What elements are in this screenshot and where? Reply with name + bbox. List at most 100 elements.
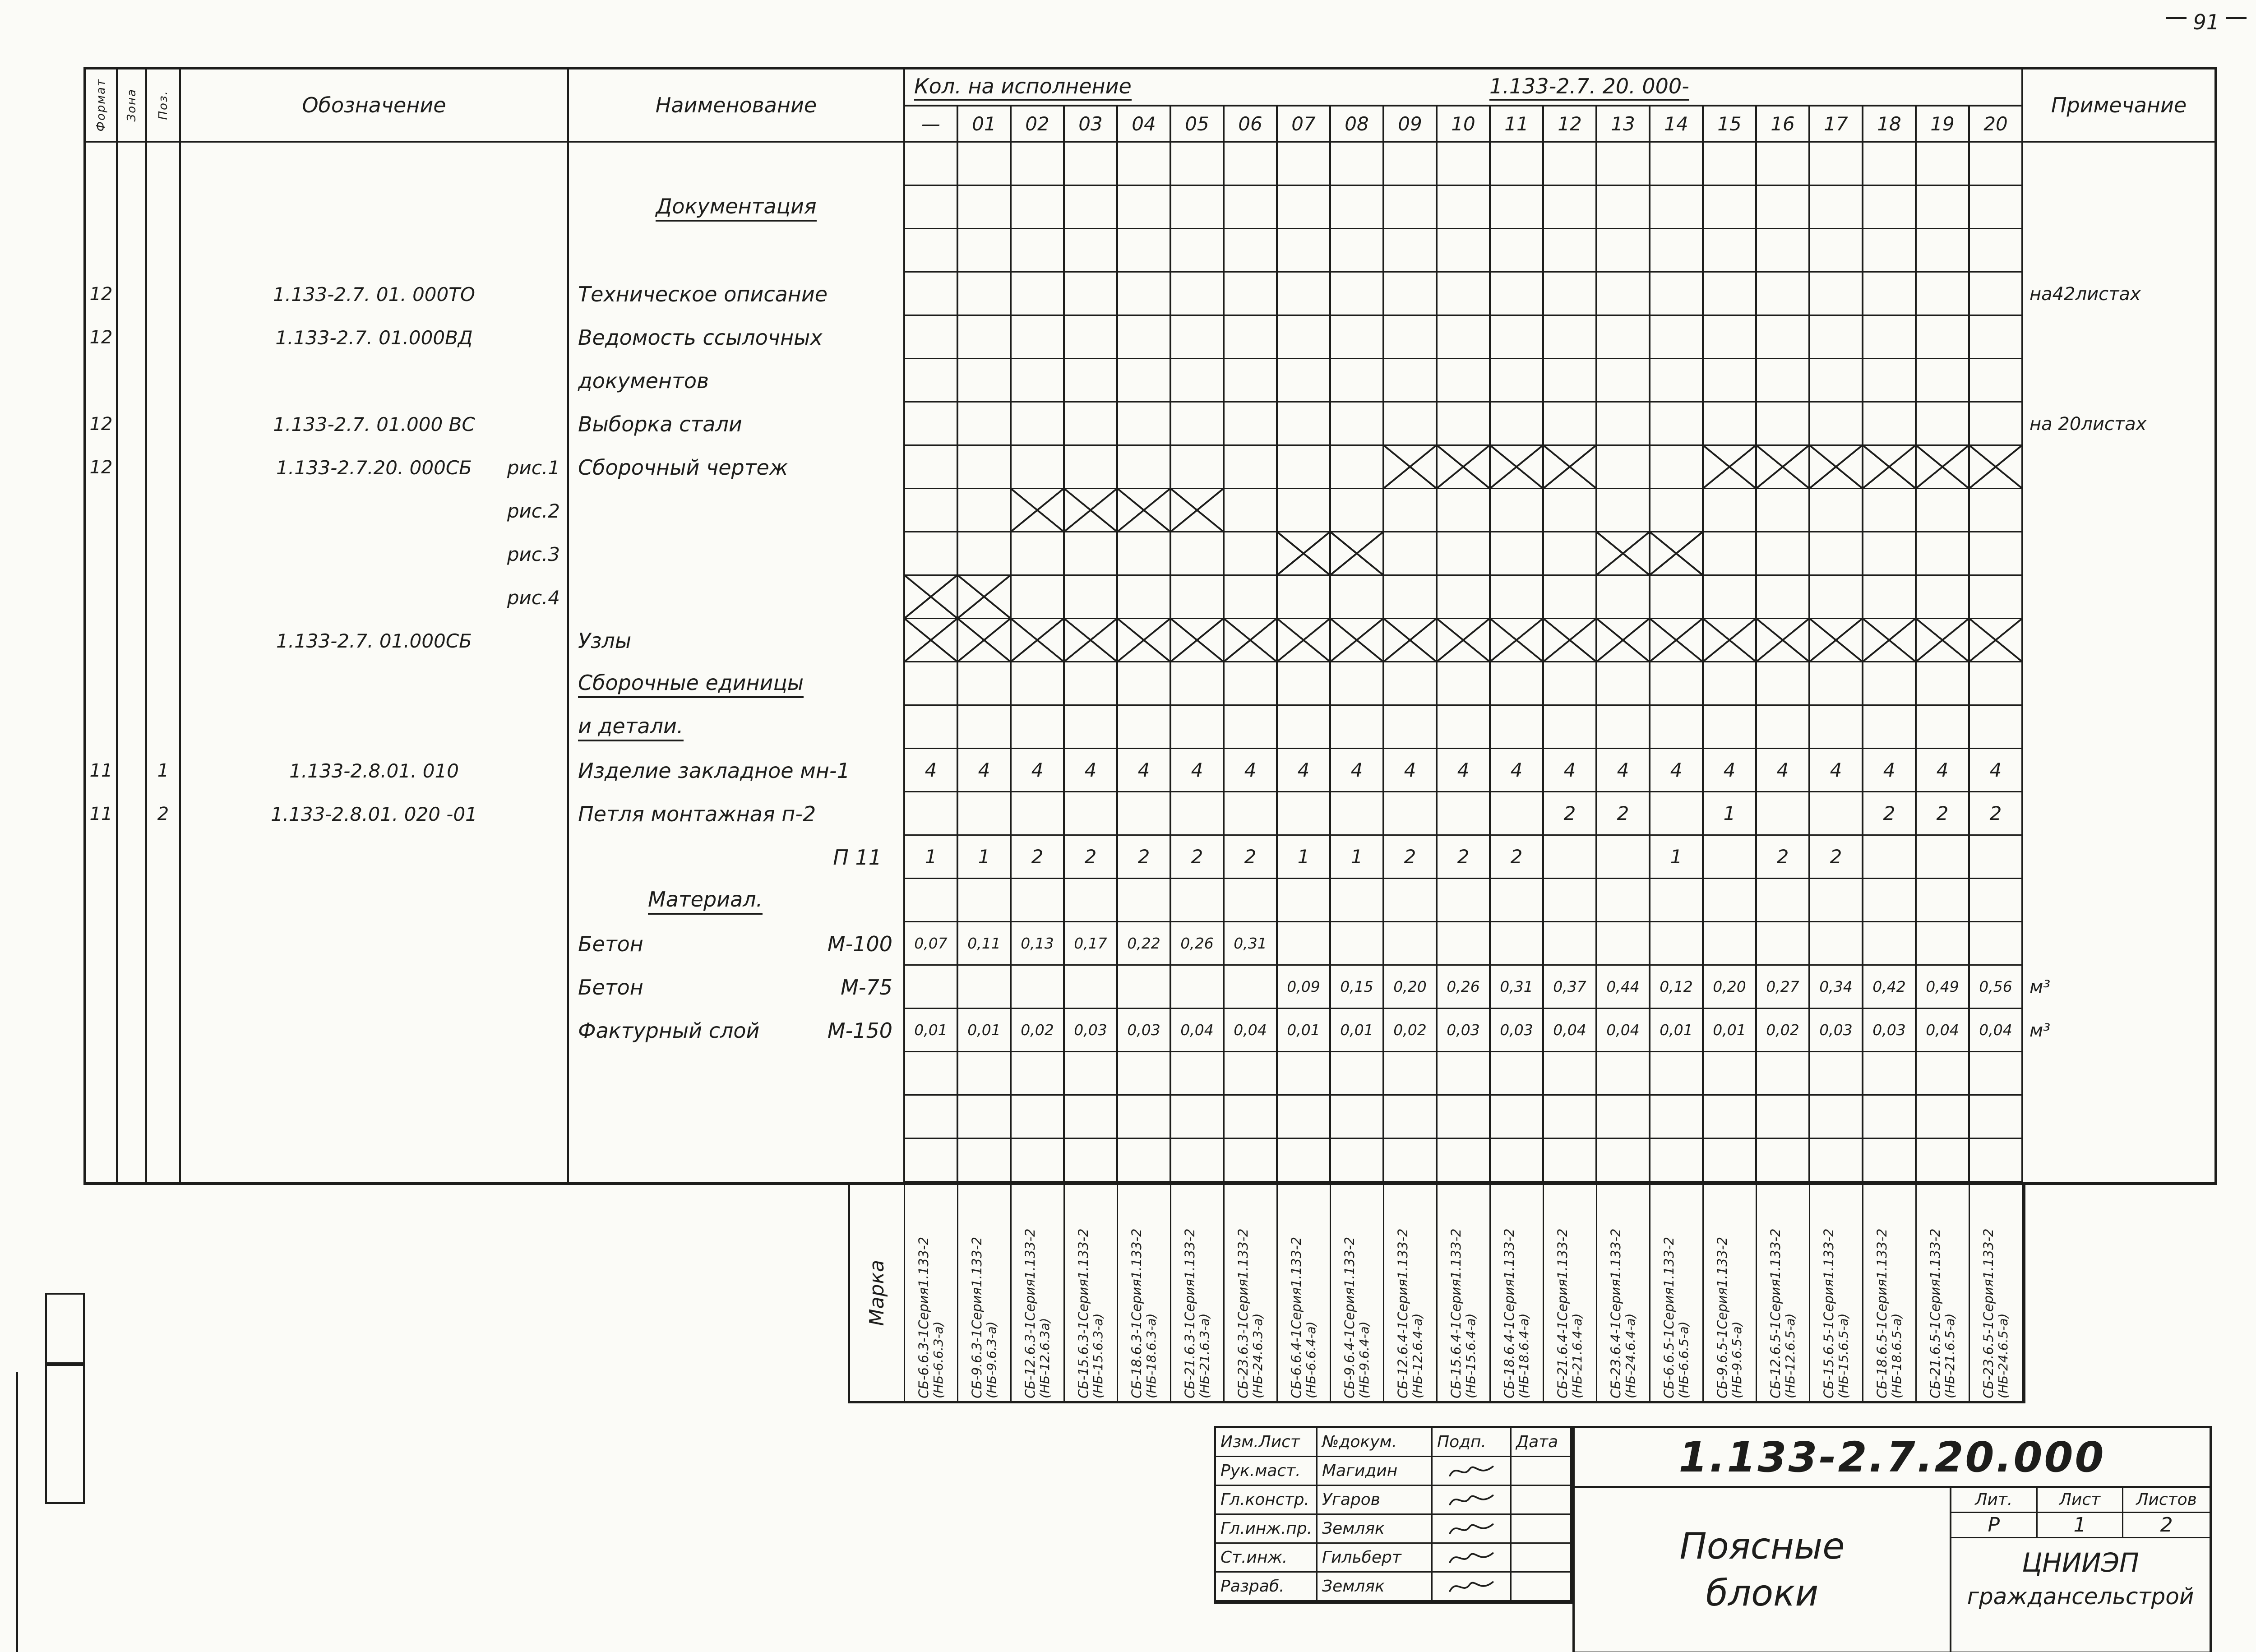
qty-cell <box>1012 186 1065 229</box>
org-name: ЦНИИЭП граждансельстрой <box>1951 1538 2210 1652</box>
name-cell <box>569 1052 905 1096</box>
zone-header-label: Зона <box>125 88 139 122</box>
qty-cell: 0,20 <box>1384 966 1438 1009</box>
x-mark-cell <box>1225 619 1278 662</box>
marka-nb-label: (НБ-24.6.4-а) <box>1623 1313 1638 1398</box>
qty-cell <box>1917 229 1970 273</box>
name-text: Материал. <box>648 887 763 915</box>
qty-cell <box>1650 273 1704 316</box>
exec-col-header: 11 <box>1491 106 1544 143</box>
x-mark-cell <box>1757 446 1810 489</box>
marka-nb-label: (НБ-24.6.5-а) <box>1996 1313 2011 1398</box>
qty-cell: 0,04 <box>1917 1009 1970 1052</box>
sig-name-cell: Гильберт <box>1318 1544 1433 1573</box>
qty-cell <box>1810 879 1863 922</box>
designation-cell <box>181 706 569 749</box>
format-cell <box>86 576 118 619</box>
qty-cell <box>958 532 1012 576</box>
qty-cell <box>1331 879 1384 922</box>
qty-cell: 0,01 <box>958 1009 1012 1052</box>
marka-cell: СБ-9.6.4-1Серия1.133-2 (НБ-9.6.4-а) <box>1331 1185 1384 1401</box>
qty-cell: 4 <box>1225 749 1278 792</box>
qty-cell <box>1012 706 1065 749</box>
pos-cell <box>147 1009 181 1052</box>
qty-cell <box>1171 879 1225 922</box>
exec-col-header: 14 <box>1650 106 1704 143</box>
note-cell <box>2023 706 2214 749</box>
marka-cell: СБ-23.6.3-1Серия1.133-2 (НБ-24.6.3-а) <box>1225 1185 1278 1401</box>
qty-cell <box>1225 1052 1278 1096</box>
material-grade: М-150 <box>827 1018 892 1043</box>
marka-rotated-text: СБ-15.6.4-1Серия1.133-2 (НБ-15.6.4-а) <box>1448 1187 1479 1399</box>
qty-cell <box>1331 576 1384 619</box>
qty-cell <box>1704 532 1757 576</box>
qty-cell <box>1118 706 1171 749</box>
qty-cell <box>1650 576 1704 619</box>
note-cell <box>2023 1096 2214 1139</box>
signature-icon <box>1449 1581 1494 1592</box>
marka-nb-label: (НБ-6.6.5-а) <box>1676 1321 1692 1398</box>
qty-cell: 4 <box>1810 749 1863 792</box>
qty-cell <box>1491 792 1544 836</box>
qty-cell <box>958 662 1012 706</box>
name-text: Техническое описание <box>578 282 828 306</box>
exec-col-header: 18 <box>1863 106 1917 143</box>
zone-cell <box>118 662 147 706</box>
name-cell <box>569 489 905 532</box>
format-cell: 12 <box>86 446 118 489</box>
marka-sb-label: СБ-15.6.4-1Серия1.133-2 <box>1448 1228 1464 1399</box>
marka-sb-label: СБ-21.6.4-1Серия1.133-2 <box>1554 1228 1570 1399</box>
x-mark-cell <box>1171 619 1225 662</box>
qty-cell <box>1118 966 1171 1009</box>
format-cell <box>86 662 118 706</box>
name-cell: и детали. <box>569 706 905 749</box>
qty-cell <box>1065 273 1118 316</box>
designation-cell <box>181 1009 569 1052</box>
qty-cell <box>1171 1096 1225 1139</box>
qty-cell <box>958 706 1012 749</box>
pos-cell <box>147 143 181 186</box>
qty-cell <box>1810 706 1863 749</box>
qty-cell <box>1757 576 1810 619</box>
tick-mark <box>2226 17 2247 19</box>
qty-cell <box>958 143 1012 186</box>
qty-cell <box>1384 576 1438 619</box>
qty-cell <box>1278 1096 1331 1139</box>
signature-icon <box>1449 1523 1494 1534</box>
qty-cell <box>905 143 958 186</box>
x-mark-cell <box>1863 619 1917 662</box>
qty-cell <box>1118 576 1171 619</box>
qty-cell <box>1544 1052 1597 1096</box>
qty-cell <box>1012 966 1065 1009</box>
marka-rotated-text: СБ-15.6.3-1Серия1.133-2 (НБ-15.6.3-а) <box>1076 1187 1106 1399</box>
x-mark-cell <box>1544 446 1597 489</box>
list-value: 1 <box>2037 1513 2124 1538</box>
name-text: Бетон <box>578 975 643 1000</box>
qty-cell: 0,04 <box>1597 1009 1650 1052</box>
qty-cell: 4 <box>1171 749 1225 792</box>
marka-sb-label: СБ-9.6.4-1Серия1.133-2 <box>1341 1236 1357 1398</box>
x-mark-cell <box>1278 532 1331 576</box>
qty-cell <box>1331 792 1384 836</box>
qty-cell: 0,07 <box>905 922 958 966</box>
qty-cell: 0,03 <box>1810 1009 1863 1052</box>
qty-cell <box>1863 489 1917 532</box>
qty-cell <box>1171 316 1225 359</box>
marka-sb-label: СБ-6.6.5-1Серия1.133-2 <box>1661 1236 1677 1398</box>
x-mark-cell <box>1917 446 1970 489</box>
qty-cell: 0,03 <box>1491 1009 1544 1052</box>
pos-cell <box>147 1052 181 1096</box>
marka-nb-label: (НБ-6.6.3-а) <box>931 1321 946 1398</box>
qty-cell <box>1917 879 1970 922</box>
qty-cell <box>1810 229 1863 273</box>
x-mark-cell <box>1118 489 1171 532</box>
qty-cell <box>1278 316 1331 359</box>
qty-cell: 0,03 <box>1863 1009 1917 1052</box>
qty-cell: 2 <box>1757 836 1810 879</box>
sig-date-cell <box>1512 1515 1570 1544</box>
qty-cell <box>1491 922 1544 966</box>
listov-value: 2 <box>2123 1513 2210 1538</box>
exec-col-header: — <box>905 106 958 143</box>
qty-cell: 0,49 <box>1917 966 1970 1009</box>
qty-cell <box>1597 229 1650 273</box>
